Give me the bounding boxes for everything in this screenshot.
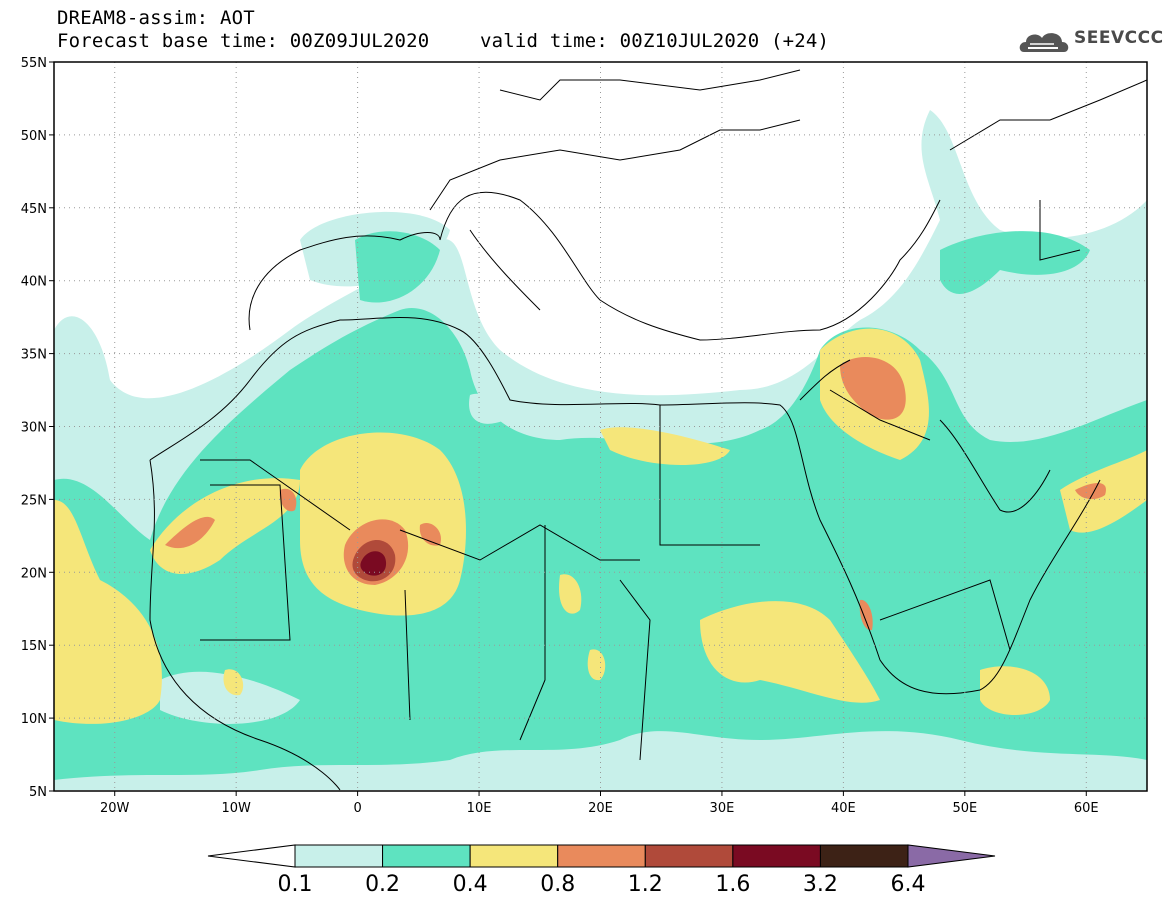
colorbar-label: 0.8 bbox=[540, 872, 575, 897]
lon-tick-label: 30E bbox=[710, 801, 735, 816]
colorbar-swatch bbox=[469, 844, 559, 868]
colorbar-swatch bbox=[557, 844, 646, 868]
colorbar-under-arrow bbox=[207, 844, 296, 868]
lon-tick-label: 10W bbox=[221, 801, 251, 816]
coastlines bbox=[149, 69, 1147, 791]
lat-tick-label: 50N bbox=[21, 129, 47, 144]
cloud-logo-icon bbox=[1019, 33, 1069, 52]
colorbar-label: 1.6 bbox=[715, 872, 750, 897]
lat-tick-label: 10N bbox=[21, 712, 47, 727]
lat-tick-label: 35N bbox=[21, 348, 47, 363]
colorbar-label: 1.2 bbox=[628, 872, 663, 897]
lat-tick-label: 55N bbox=[21, 56, 47, 71]
valid-time: valid time: 00Z10JUL2020 (+24) bbox=[480, 30, 830, 52]
map-title: DREAM8-assim: AOT bbox=[57, 7, 255, 29]
aot-shading bbox=[54, 110, 1147, 790]
lon-tick-label: 20E bbox=[588, 801, 613, 816]
colorbar-label: 0.1 bbox=[278, 872, 313, 897]
colorbar-label: 3.2 bbox=[803, 872, 838, 897]
logo-text: SEEVCCC bbox=[1074, 28, 1164, 48]
lat-tick-label: 40N bbox=[21, 275, 47, 290]
graticule bbox=[54, 62, 1147, 791]
lon-axis: 20W 10W 0 10E 20E 30E 40E 50E 60E bbox=[100, 791, 1099, 816]
colorbar-label: 6.4 bbox=[891, 872, 926, 897]
lon-tick-label: 60E bbox=[1074, 801, 1099, 816]
colorbar-swatch bbox=[819, 844, 909, 868]
lat-tick-label: 30N bbox=[21, 421, 47, 436]
lon-tick-label: 40E bbox=[831, 801, 856, 816]
aot-level-1-6 bbox=[360, 551, 387, 576]
lon-tick-label: 10E bbox=[467, 801, 492, 816]
map-frame-group: 55N 50N 45N 40N 35N 30N 25N 20N 15N 10N 5N 20W 10W 0… bbox=[21, 56, 1148, 816]
colorbar-label: 0.4 bbox=[453, 872, 488, 897]
colorbar-swatch bbox=[294, 844, 384, 868]
lat-tick-label: 45N bbox=[21, 202, 47, 217]
colorbar-label: 0.2 bbox=[365, 872, 400, 897]
colorbar-over-arrow bbox=[907, 844, 996, 868]
lon-tick-label: 20W bbox=[100, 801, 130, 816]
colorbar-swatch bbox=[644, 844, 734, 868]
colorbar-swatch bbox=[382, 844, 471, 868]
lat-axis: 55N 50N 45N 40N 35N 30N 25N 20N 15N 10N 5N bbox=[21, 56, 54, 800]
lat-tick-label: 20N bbox=[21, 566, 47, 581]
lat-tick-label: 25N bbox=[21, 493, 47, 508]
lat-tick-label: 5N bbox=[29, 785, 47, 800]
colorbar: 0.1 0.2 0.4 0.8 1.2 1.6 3.2 6.4 bbox=[207, 844, 996, 897]
lon-tick-label: 50E bbox=[952, 801, 977, 816]
colorbar-swatch bbox=[732, 844, 821, 868]
forecast-base-time: Forecast base time: 00Z09JUL2020 bbox=[57, 30, 430, 52]
aot-level-0-4 bbox=[54, 328, 1147, 724]
lon-tick-label: 0 bbox=[353, 801, 361, 816]
lat-tick-label: 15N bbox=[21, 639, 47, 654]
